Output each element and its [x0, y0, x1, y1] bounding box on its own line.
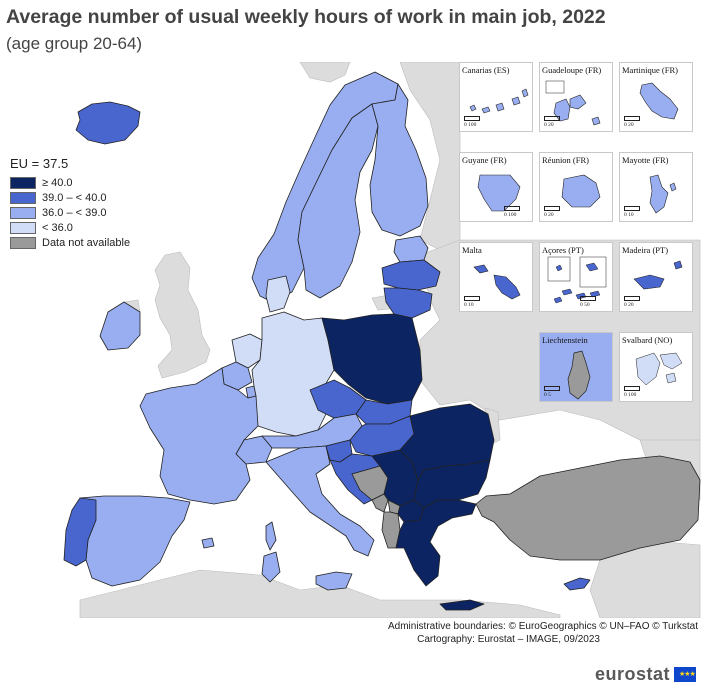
inset-label: Madeira (PT) — [622, 245, 669, 255]
legend-swatch — [10, 176, 36, 189]
lithuania — [383, 287, 433, 319]
inset-liechtenstein: Liechtenstein 0 5 — [539, 332, 613, 402]
uk-great-britain — [154, 251, 211, 379]
balearics — [201, 537, 215, 549]
portugal — [63, 497, 97, 567]
inset-shape — [561, 174, 601, 208]
legend-swatch — [10, 221, 36, 234]
poland — [321, 313, 423, 405]
map-credits: Administrative boundaries: © EuroGeograp… — [388, 620, 698, 646]
scale-bar: 0 100 — [624, 386, 640, 398]
inset-label: Açores (PT) — [542, 245, 584, 255]
boundaries-credit: Administrative boundaries: © EuroGeograp… — [387, 621, 698, 632]
inset-label: Réunion (FR) — [542, 155, 589, 165]
sicily — [315, 571, 353, 591]
legend-item: 36.0 – < 39.0 — [10, 205, 130, 220]
scale-bar: 0 10 — [624, 206, 640, 218]
ireland — [99, 301, 141, 351]
inset-shape — [633, 260, 683, 290]
inset-acores: Açores (PT) 0 50 — [539, 242, 613, 312]
scale-bar: 0 10 — [464, 296, 480, 308]
france — [139, 367, 259, 505]
scale-bar: 0 100 — [504, 206, 520, 218]
inset-shape — [547, 256, 607, 304]
eurostat-logo: eurostat ★★★ — [595, 664, 696, 685]
scale-bar: 0 50 — [580, 296, 596, 308]
scale-bar: 0 20 — [544, 206, 560, 218]
scale-bar: 0 20 — [624, 116, 640, 128]
inset-shape — [635, 352, 683, 386]
legend-swatch — [10, 191, 36, 204]
inset-shape — [639, 82, 679, 120]
inset-label: Martinique (FR) — [622, 65, 678, 75]
iceland — [75, 101, 141, 145]
legend-label: ≥ 40.0 — [42, 176, 73, 189]
sardinia — [261, 551, 281, 583]
legend-item: < 36.0 — [10, 220, 130, 235]
legend-item: Data not available — [10, 235, 130, 250]
inset-reunion: Réunion (FR) 0 20 — [539, 152, 613, 222]
inset-shape — [477, 174, 521, 212]
inset-shape — [473, 264, 521, 300]
scale-bar: 0 20 — [544, 116, 560, 128]
inset-label: Svalbard (NO) — [622, 335, 673, 345]
legend-swatch — [10, 236, 36, 249]
inset-madeira: Madeira (PT) 0 20 — [619, 242, 693, 312]
italy — [265, 445, 375, 557]
inset-label: Liechtenstein — [542, 335, 588, 345]
greenland-corner — [299, 62, 351, 83]
inset-shape — [469, 88, 529, 114]
bulgaria — [413, 459, 491, 509]
legend-label: < 36.0 — [42, 221, 73, 234]
legend-item: ≥ 40.0 — [10, 175, 130, 190]
inset-canarias: Canarias (ES) 0 100 — [459, 62, 533, 132]
legend-item: 39.0 – < 40.0 — [10, 190, 130, 205]
turkey — [475, 455, 701, 561]
inset-svalbard: Svalbard (NO) 0 100 — [619, 332, 693, 402]
scale-bar: 0 100 — [464, 116, 480, 128]
legend-label: 36.0 – < 39.0 — [42, 206, 107, 219]
inset-label: Mayotte (FR) — [622, 155, 669, 165]
finland — [369, 83, 429, 237]
eu-average-label: EU = 37.5 — [10, 156, 69, 171]
sweden — [297, 103, 379, 299]
inset-martinique: Martinique (FR) 0 20 — [619, 62, 693, 132]
chart-subtitle: (age group 20-64) — [6, 34, 143, 53]
russia-north — [399, 62, 461, 251]
eu-flag-icon: ★★★ — [674, 667, 696, 682]
greece — [395, 499, 477, 587]
inset-shape — [649, 174, 677, 214]
cyprus — [563, 577, 591, 591]
inset-label: Canarias (ES) — [462, 65, 510, 75]
map-legend: EU = 37.5 ≥ 40.0 39.0 – < 40.0 36.0 – < … — [10, 156, 130, 250]
inset-label: Guyane (FR) — [462, 155, 507, 165]
inset-guyane: Guyane (FR) 0 100 — [459, 152, 533, 222]
crete — [439, 599, 485, 611]
inset-mayotte: Mayotte (FR) 0 10 — [619, 152, 693, 222]
denmark — [265, 275, 291, 313]
inset-shape — [567, 350, 591, 400]
estonia — [393, 235, 429, 263]
latvia — [381, 259, 441, 291]
spain — [79, 495, 191, 587]
inset-label: Guadeloupe (FR) — [542, 65, 602, 75]
legend-swatch — [10, 206, 36, 219]
scale-bar: 0 5 — [544, 386, 560, 398]
inset-guadeloupe: Guadeloupe (FR) 0 20 — [539, 62, 613, 132]
cartography-credit: Cartography: Eurostat – IMAGE, 09/2023 — [417, 634, 600, 645]
logo-text: eurostat — [594, 664, 670, 684]
scale-bar: 0 20 — [624, 296, 640, 308]
inset-malta: Malta 0 10 — [459, 242, 533, 312]
montenegro — [371, 493, 389, 513]
legend-label: Data not available — [42, 236, 131, 249]
inset-label: Malta — [462, 245, 482, 255]
corsica — [265, 521, 277, 551]
legend-label: 39.0 – < 40.0 — [42, 191, 107, 204]
germany — [251, 311, 335, 437]
inset-shape — [545, 80, 601, 126]
chart-title: Average number of usual weekly hours of … — [6, 6, 606, 28]
north-africa — [79, 569, 561, 618]
